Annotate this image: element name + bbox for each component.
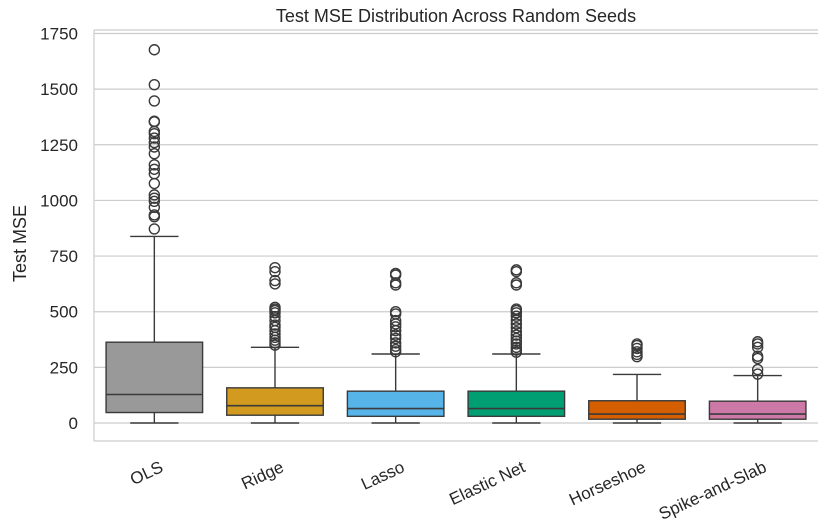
- box-group: [708, 336, 807, 424]
- outlier-point: [510, 279, 523, 291]
- outlier-point: [510, 322, 523, 334]
- box-layer: [105, 44, 807, 424]
- y-axis-title: Test MSE: [10, 205, 30, 282]
- y-tick-label: 1750: [40, 25, 78, 44]
- outlier-point: [751, 350, 764, 362]
- outlier-point: [148, 95, 161, 107]
- iqr-box: [346, 390, 445, 418]
- outlier-point: [631, 342, 643, 355]
- outlier-point: [269, 278, 281, 290]
- outlier-point: [510, 329, 523, 341]
- outlier-point: [269, 265, 281, 278]
- y-tick-label: 500: [50, 303, 78, 322]
- outlier-point: [389, 279, 402, 291]
- outlier-point: [269, 328, 281, 340]
- x-tick-label: Elastic Net: [446, 457, 528, 509]
- outlier-point: [148, 159, 161, 171]
- x-tick-label: OLS: [127, 457, 166, 489]
- outlier-point: [631, 338, 643, 350]
- box-group: [588, 338, 686, 424]
- outlier-point: [148, 136, 161, 149]
- outlier-point: [269, 301, 281, 313]
- outlier-point: [510, 310, 523, 322]
- outlier-point: [389, 340, 402, 352]
- outlier-point: [148, 195, 161, 208]
- iqr-box: [105, 341, 204, 414]
- iqr-box: [708, 400, 807, 420]
- box-group: [226, 261, 324, 424]
- outlier-point: [751, 352, 764, 365]
- box-group: [467, 264, 566, 424]
- outlier-point: [751, 341, 764, 354]
- outlier-point: [510, 264, 523, 276]
- outlier-point: [510, 303, 523, 315]
- outlier-point: [510, 326, 523, 338]
- outlier-point: [631, 346, 643, 358]
- outlier-point: [269, 274, 281, 287]
- outlier-point: [148, 78, 161, 91]
- y-tick-label: 1250: [40, 136, 78, 155]
- x-tick-label: Ridge: [238, 457, 286, 493]
- y-tick-label: 1000: [40, 191, 78, 210]
- axis-layer: 0 250 500 750 1000 1250 1500 1750 OLS Ridge Lasso E…: [40, 25, 818, 524]
- outlier-point: [389, 343, 402, 356]
- outlier-point: [148, 132, 161, 144]
- outlier-point: [148, 141, 161, 153]
- outlier-point: [389, 337, 402, 349]
- y-tick-label: 0: [69, 414, 78, 433]
- iqr-box: [226, 387, 324, 416]
- outlier-point: [510, 341, 523, 354]
- outlier-point: [510, 318, 523, 330]
- outlier-point: [148, 177, 161, 190]
- outlier-point: [389, 329, 402, 341]
- iqr-box: [588, 400, 686, 420]
- outlier-point: [269, 319, 281, 331]
- x-tick-label: Spike-and-Slab: [656, 457, 769, 523]
- outlier-point: [269, 261, 281, 274]
- outlier-point: [148, 44, 161, 56]
- outlier-point: [148, 115, 161, 127]
- outlier-point: [148, 201, 161, 214]
- y-tick-label: 750: [50, 247, 78, 266]
- outlier-point: [148, 168, 161, 180]
- outlier-point: [510, 277, 523, 289]
- outlier-point: [389, 314, 402, 327]
- outlier-point: [148, 223, 161, 235]
- outlier-point: [389, 332, 402, 345]
- outlier-point: [510, 338, 523, 350]
- outlier-point: [751, 368, 764, 380]
- outlier-point: [389, 321, 402, 333]
- outlier-point: [389, 267, 402, 280]
- iqr-box: [467, 390, 566, 418]
- x-tick-label: Lasso: [358, 457, 407, 493]
- chart-title: Test MSE Distribution Across Random Seed…: [276, 6, 636, 26]
- outlier-point: [751, 336, 764, 348]
- y-tick-label: 1500: [40, 80, 78, 99]
- box-group: [105, 44, 204, 424]
- y-tick-label: 250: [50, 358, 78, 377]
- outlier-point: [751, 363, 764, 376]
- box-group: [346, 267, 445, 424]
- grid-layer: [94, 32, 818, 424]
- outlier-point: [148, 189, 161, 201]
- outlier-point: [148, 125, 161, 138]
- outlier-point: [148, 163, 161, 175]
- x-tick-label: Horseshoe: [566, 457, 649, 509]
- outlier-point: [148, 147, 161, 160]
- outlier-point: [389, 306, 402, 318]
- outlier-point: [148, 192, 161, 204]
- outlier-point: [389, 308, 402, 320]
- outlier-point: [148, 209, 161, 221]
